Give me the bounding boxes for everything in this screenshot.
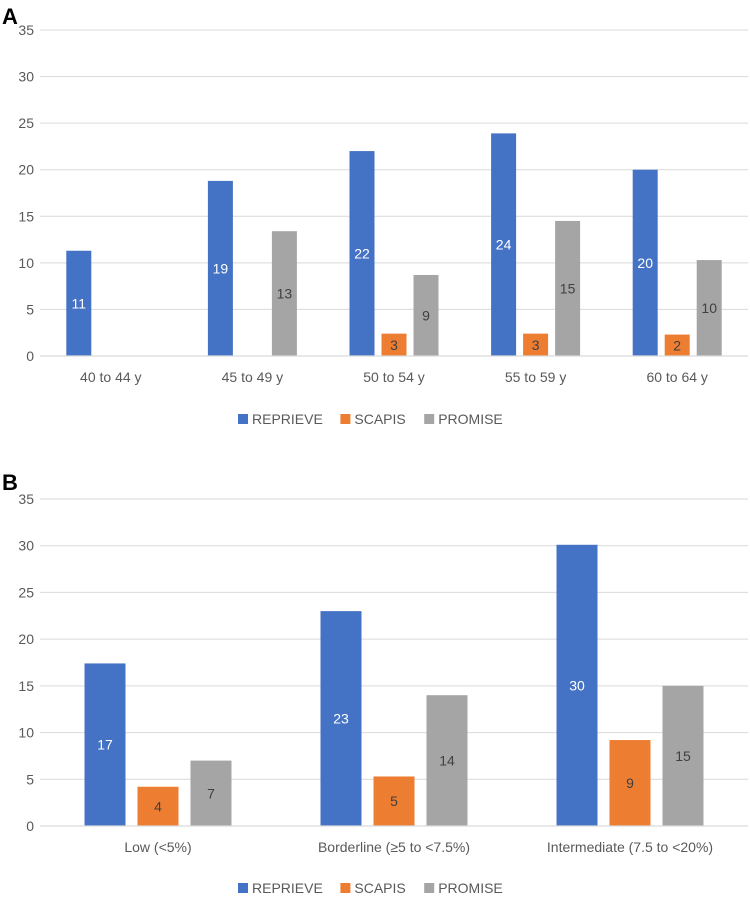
y-tick-label: 15 [18, 678, 34, 694]
y-tick-label: 35 [18, 491, 34, 507]
panel-label: B [2, 470, 18, 495]
x-tick-label: Borderline (≥5 to <7.5%) [318, 839, 470, 855]
data-label: 10 [701, 300, 717, 316]
y-tick-label: 25 [18, 115, 34, 131]
legend-swatch-scapis [340, 414, 351, 424]
legend-swatch-promise [424, 414, 435, 424]
y-tick-label: 20 [18, 631, 34, 647]
data-label: 24 [496, 237, 512, 253]
bar-scapis [523, 333, 549, 356]
legend-swatch-promise [424, 883, 435, 893]
data-label: 9 [626, 775, 634, 791]
data-label: 15 [560, 280, 576, 296]
bar-reprieve [320, 611, 362, 826]
legend-label: REPRIEVE [252, 880, 323, 896]
x-tick-label: 55 to 59 y [505, 369, 567, 385]
data-label: 7 [207, 785, 215, 801]
bar-promise [271, 231, 297, 356]
data-label: 20 [637, 255, 653, 271]
bar-promise [696, 260, 722, 356]
y-tick-label: 10 [18, 255, 34, 271]
y-tick-label: 5 [26, 771, 34, 787]
y-tick-label: 5 [26, 301, 34, 317]
data-label: 22 [354, 246, 370, 262]
y-tick-label: 10 [18, 725, 34, 741]
y-tick-label: 15 [18, 208, 34, 224]
bar-scapis [381, 333, 407, 356]
data-label: 17 [97, 737, 113, 753]
data-label: 2 [673, 337, 681, 353]
x-tick-label: Low (<5%) [124, 839, 191, 855]
y-tick-label: 0 [26, 818, 34, 834]
bar-reprieve [632, 169, 658, 356]
x-tick-label: 40 to 44 y [80, 369, 142, 385]
data-label: 11 [72, 295, 87, 311]
bar-reprieve [349, 151, 375, 356]
y-tick-label: 35 [18, 22, 34, 38]
bar-promise [190, 760, 232, 826]
x-tick-label: 50 to 54 y [363, 369, 425, 385]
data-label: 4 [154, 798, 162, 814]
data-label: 3 [532, 337, 540, 353]
x-tick-label: Intermediate (7.5 to <20%) [547, 839, 713, 855]
data-label: 19 [213, 260, 229, 276]
bar-reprieve [207, 180, 233, 356]
bar-promise [426, 695, 468, 826]
data-label: 13 [277, 286, 293, 302]
legend-swatch-scapis [340, 883, 351, 893]
legend-swatch-reprieve [238, 414, 248, 424]
bar-scapis [137, 786, 179, 826]
bar-promise [662, 685, 704, 826]
data-label: 9 [422, 307, 430, 323]
bar-scapis [609, 740, 651, 826]
y-tick-label: 20 [18, 162, 34, 178]
data-label: 23 [333, 711, 349, 727]
x-tick-label: 45 to 49 y [222, 369, 284, 385]
data-label: 15 [675, 748, 691, 764]
legend-swatch-reprieve [238, 883, 248, 893]
data-label: 30 [569, 677, 585, 693]
panel-label: A [2, 4, 18, 29]
y-tick-label: 25 [18, 584, 34, 600]
y-tick-label: 30 [18, 69, 34, 85]
y-tick-label: 0 [26, 348, 34, 364]
legend-label: PROMISE [438, 880, 503, 896]
legend-label: REPRIEVE [252, 411, 323, 427]
bar-reprieve [491, 133, 517, 356]
y-tick-label: 30 [18, 538, 34, 554]
data-label: 14 [439, 753, 455, 769]
bar-scapis [664, 334, 690, 356]
data-label: 5 [390, 793, 398, 809]
bar-scapis [373, 776, 415, 826]
legend-label: SCAPIS [354, 411, 405, 427]
bar-reprieve [66, 250, 92, 356]
x-tick-label: 60 to 64 y [646, 369, 708, 385]
bar-reprieve [556, 544, 598, 826]
bar-promise [555, 220, 581, 356]
bar-promise [413, 274, 439, 356]
bar-reprieve [84, 663, 126, 826]
data-label: 3 [390, 337, 398, 353]
legend-label: SCAPIS [354, 880, 405, 896]
legend-label: PROMISE [438, 411, 503, 427]
